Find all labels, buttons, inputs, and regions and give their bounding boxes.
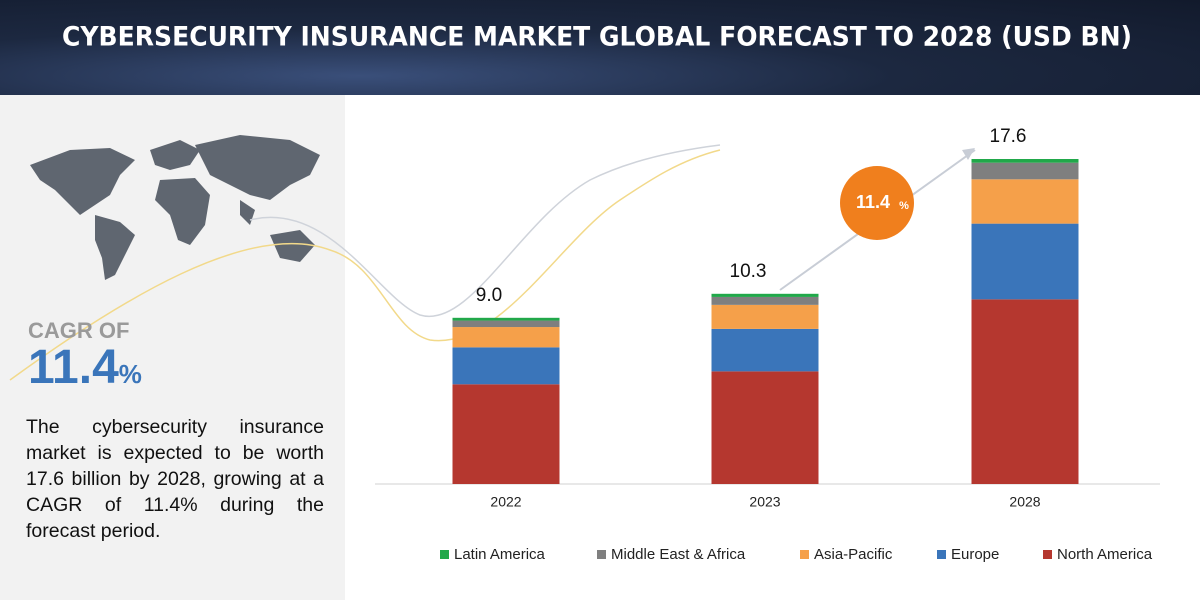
decor-curve [249,144,721,318]
total-label: 9.0 [476,285,502,306]
trend-arrow-head [962,148,975,160]
bar-segment [711,296,819,305]
badge-value: 11.4 [856,192,890,212]
bar-segment [711,304,819,329]
total-label: 10.3 [730,261,767,282]
bar-segment [452,327,560,348]
bar-segment [711,328,819,372]
bar-segment [711,293,819,297]
legend-label: Middle East & Africa [611,546,746,563]
bar-segment [971,159,1079,163]
bar-segment [452,384,560,484]
legend-swatch [440,550,449,559]
decor-curve [9,149,721,381]
bar-segment [452,320,560,328]
header [0,0,1200,95]
world-map [30,135,320,280]
legend-label: Europe [951,546,999,563]
bar-segment [452,317,560,321]
legend-label: Latin America [454,546,546,563]
x-tick-label: 2023 [749,494,780,510]
bar-segment [971,223,1079,300]
cagr-unit: % [118,359,142,389]
legend-label: Asia-Pacific [814,546,893,563]
bar-segment [711,371,819,484]
bar-segment [971,162,1079,180]
total-label: 17.6 [990,126,1027,147]
cagr-badge [840,166,914,240]
description: The cybersecurity insurance market is ex… [26,416,324,542]
legend-swatch [1043,550,1052,559]
x-tick-label: 2028 [1009,494,1040,510]
x-tick-label: 2022 [490,494,521,510]
legend-label: North America [1057,546,1153,563]
bar-segment [452,347,560,385]
legend-swatch [937,550,946,559]
cagr-number: 11.4 [28,341,119,394]
legend-swatch [800,550,809,559]
chart-title: CYBERSECURITY INSURANCE MARKET GLOBAL FO… [62,22,1132,53]
cagr-label: CAGR OF [28,318,130,343]
legend-swatch [597,550,606,559]
cagr-value: 11.4% [28,340,142,395]
badge-unit: % [899,200,909,212]
bar-segment [971,299,1079,484]
bar-segment [971,179,1079,224]
